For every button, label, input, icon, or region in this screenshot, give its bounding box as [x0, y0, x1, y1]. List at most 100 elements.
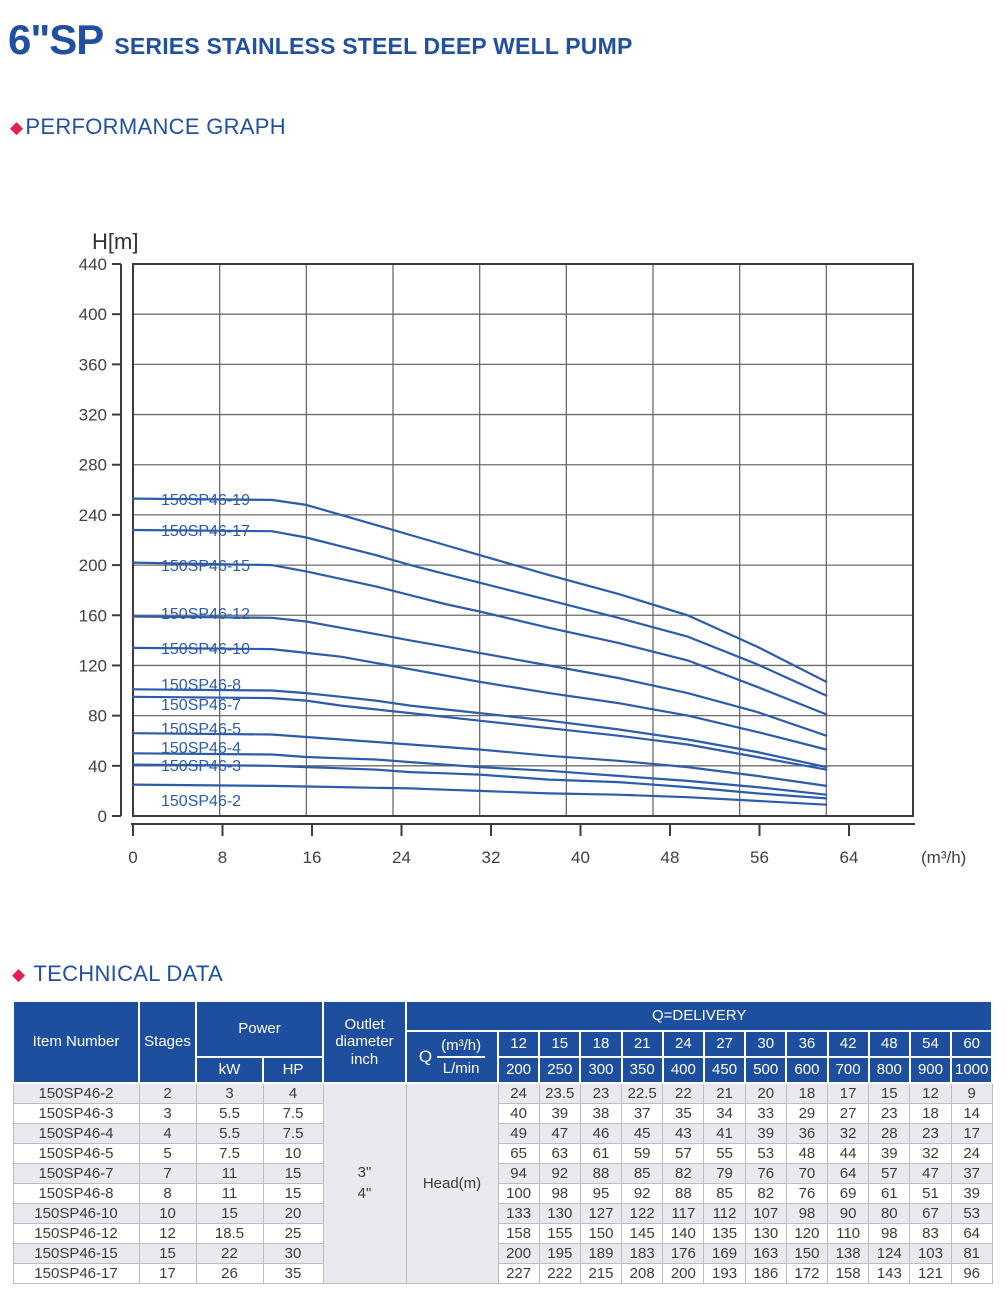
- q-lmin-cell: 250: [538, 1056, 582, 1084]
- hp-cell: 4: [262, 1082, 324, 1104]
- head-value-cell: 65: [497, 1143, 540, 1164]
- q-m3h-cell: 42: [826, 1030, 870, 1058]
- q-lmin-cell: 600: [785, 1056, 829, 1084]
- outlet-diameter-cell: 3" 4": [322, 1082, 407, 1284]
- header-q-units: Q (m³/h) L/min: [405, 1030, 499, 1084]
- stages-cell: 7: [138, 1163, 197, 1184]
- hp-cell: 15: [262, 1183, 324, 1204]
- stages-cell: 2: [138, 1082, 197, 1104]
- hp-cell: 15: [262, 1163, 324, 1184]
- x-tick-label: 8: [218, 848, 227, 867]
- curve-label: 150SP46-3: [161, 758, 241, 775]
- head-value-cell: 227: [497, 1263, 540, 1284]
- q-m3h-cell: 18: [579, 1030, 623, 1058]
- head-value-cell: 57: [662, 1143, 705, 1164]
- head-value-cell: 17: [826, 1082, 870, 1104]
- curve-label: 150SP46-17: [161, 523, 250, 540]
- head-value-cell: 92: [538, 1163, 581, 1184]
- curve-150SP46-12: [131, 615, 828, 737]
- head-value-cell: 124: [868, 1243, 911, 1264]
- x-tick-label: 24: [392, 848, 411, 867]
- head-value-cell: 195: [538, 1243, 581, 1264]
- item-number-cell: 150SP46-15: [12, 1243, 140, 1264]
- q-m3h-cell: 60: [950, 1030, 994, 1058]
- q-m3h-cell: 30: [744, 1030, 788, 1058]
- head-value-cell: 208: [621, 1263, 664, 1284]
- head-value-cell: 143: [868, 1263, 911, 1284]
- item-number-cell: 150SP46-2: [12, 1082, 140, 1104]
- item-number-cell: 150SP46-12: [12, 1223, 140, 1244]
- head-value-cell: 39: [538, 1103, 581, 1124]
- head-value-cell: 17: [950, 1123, 993, 1144]
- header-kw: kW: [195, 1056, 264, 1084]
- stages-cell: 12: [138, 1223, 197, 1244]
- technical-data-heading: ◆ TECHNICAL DATA: [12, 961, 223, 987]
- x-tick-label: 32: [482, 848, 501, 867]
- curve-150SP46-17: [131, 528, 828, 697]
- header-stages: Stages: [138, 1000, 197, 1084]
- head-value-cell: 163: [744, 1243, 787, 1264]
- curve-label: 150SP46-8: [161, 677, 241, 694]
- head-value-cell: 90: [826, 1203, 870, 1224]
- head-value-cell: 24: [950, 1143, 993, 1164]
- head-value-cell: 40: [497, 1103, 540, 1124]
- q-lmin-cell: 400: [661, 1056, 705, 1084]
- table-row: 150SP46-15 15 22 30 200 195 189 183 176 169 163 150…: [12, 1243, 993, 1264]
- head-value-cell: 34: [703, 1103, 746, 1124]
- kw-cell: 11: [195, 1183, 264, 1204]
- head-value-cell: 21: [703, 1082, 746, 1104]
- header-power: Power: [195, 1000, 324, 1058]
- table-body: 150SP46-2 2 3 4 3" 4" Head(m) 24 23.5 23 22.5 22 21 2…: [12, 1082, 993, 1284]
- y-tick-label: 40: [88, 757, 107, 776]
- head-value-cell: 140: [662, 1223, 705, 1244]
- header-q-delivery: Q=DELIVERY: [404, 1000, 994, 1032]
- diamond-bullet-icon: ◆: [10, 117, 24, 137]
- q-lmin-cell: 700: [826, 1056, 870, 1084]
- head-value-cell: 61: [868, 1183, 911, 1204]
- head-value-cell: 36: [785, 1123, 829, 1144]
- head-value-cell: 43: [662, 1123, 705, 1144]
- table-row: 150SP46-4 4 5.5 7.5 49 47 46 45 43 41 39 36 32 28 23 17: [12, 1123, 993, 1144]
- head-value-cell: 32: [826, 1123, 870, 1144]
- hp-cell: 7.5: [262, 1123, 324, 1144]
- curve-label: 150SP46-12: [161, 606, 250, 623]
- kw-cell: 11: [195, 1163, 264, 1184]
- kw-cell: 26: [195, 1263, 264, 1284]
- head-value-cell: 120: [785, 1223, 829, 1244]
- technical-data-table: Item Number Stages Power Outlet diameter…: [12, 1000, 994, 1284]
- head-value-cell: 176: [662, 1243, 705, 1264]
- q-lmin-cell: 900: [908, 1056, 953, 1084]
- head-value-cell: 18: [785, 1082, 829, 1104]
- kw-cell: 7.5: [195, 1143, 264, 1164]
- header-outlet-diameter: Outlet diameter inch: [322, 1000, 407, 1084]
- head-value-cell: 98: [785, 1203, 829, 1224]
- table-row: 150SP46-8 8 11 15 100 98 95 92 88 85 82 76 69 61 51 39: [12, 1183, 993, 1204]
- stages-cell: 5: [138, 1143, 197, 1164]
- head-value-cell: 172: [785, 1263, 829, 1284]
- head-value-cell: 37: [621, 1103, 664, 1124]
- head-value-cell: 47: [909, 1163, 952, 1184]
- hp-cell: 10: [262, 1143, 324, 1164]
- q-m3h-cell: 48: [867, 1030, 911, 1058]
- head-value-cell: 55: [703, 1143, 746, 1164]
- q-symbol: Q: [418, 1047, 433, 1067]
- head-value-cell: 24: [497, 1082, 540, 1104]
- head-value-cell: 85: [703, 1183, 746, 1204]
- head-value-cell: 37: [950, 1163, 993, 1184]
- head-value-cell: 150: [785, 1243, 829, 1264]
- head-value-cell: 169: [703, 1243, 746, 1264]
- outlet-value: 3": [357, 1164, 372, 1182]
- q-m3h-cell: 36: [785, 1030, 829, 1058]
- head-value-cell: 27: [826, 1103, 870, 1124]
- stages-cell: 8: [138, 1183, 197, 1204]
- kw-cell: 5.5: [195, 1123, 264, 1144]
- head-value-cell: 51: [909, 1183, 952, 1204]
- curve-150SP46-7: [131, 695, 828, 771]
- head-value-cell: 38: [579, 1103, 623, 1124]
- head-value-cell: 79: [703, 1163, 746, 1184]
- table-header: Item Number Stages Power Outlet diameter…: [12, 1000, 994, 1084]
- head-value-cell: 103: [909, 1243, 952, 1264]
- head-value-cell: 117: [662, 1203, 705, 1224]
- head-value-cell: 22.5: [621, 1082, 664, 1104]
- performance-graph-heading: ◆ PERFORMANCE GRAPH: [10, 114, 286, 140]
